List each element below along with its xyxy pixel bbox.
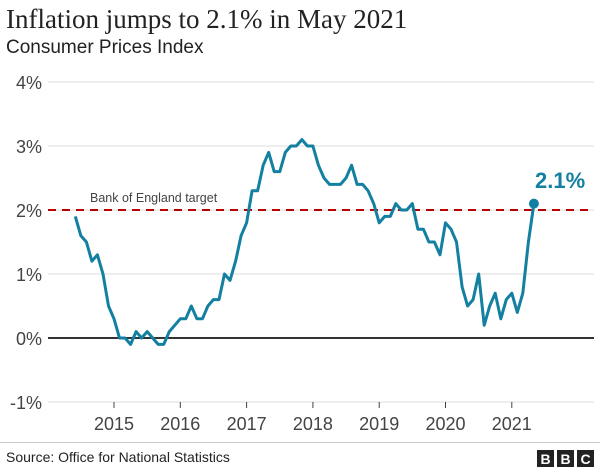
annotation-label: 2.1% <box>535 168 585 193</box>
target-label: Bank of England target <box>90 191 218 205</box>
x-tick-label: 2021 <box>492 414 532 434</box>
source-note: Source: Office for National Statistics <box>6 449 230 465</box>
x-tick-label: 2016 <box>160 414 200 434</box>
latest-point-marker <box>528 198 539 209</box>
chart-subtitle: Consumer Prices Index <box>6 37 204 58</box>
x-tick-label: 2019 <box>359 414 399 434</box>
y-tick-label: 1% <box>16 265 42 285</box>
y-tick-label: 4% <box>16 73 42 93</box>
x-tick-label: 2020 <box>425 414 465 434</box>
line-chart: 4% 3% 2% 1% 0% -1% 2015 2016 2017 2018 2019 2020 202… <box>10 73 594 434</box>
y-tick-label: 0% <box>16 329 42 349</box>
cpi-series-line <box>73 138 536 346</box>
x-tick-label: 2015 <box>94 414 134 434</box>
x-tick-label: 2018 <box>293 414 333 434</box>
chart-title: Inflation jumps to 2.1% in May 2021 <box>6 4 408 34</box>
y-tick-label: 2% <box>16 201 42 221</box>
footer-divider <box>0 442 600 443</box>
y-tick-label: 3% <box>16 137 42 157</box>
y-tick-label: -1% <box>10 393 42 413</box>
x-tick-label: 2017 <box>227 414 267 434</box>
